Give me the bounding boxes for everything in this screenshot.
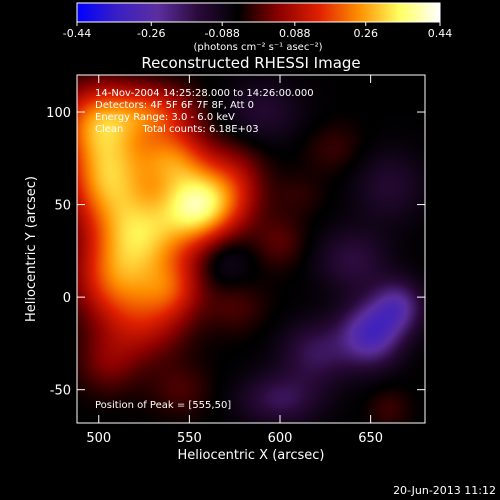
annotation-clean-counts: Clean Total counts: 6.18E+03 — [95, 124, 259, 135]
x-tick-label: 600 — [268, 431, 293, 446]
annotation-time-range: 14-Nov-2004 14:25:28.000 to 14:26:00.000 — [95, 88, 314, 99]
colorbar-tick-label: 0.088 — [279, 27, 311, 40]
annotation-energy-range: Energy Range: 3.0 - 6.0 keV — [95, 112, 235, 123]
colorbar-ticks: -0.44 -0.26 -0.088 0.088 0.26 0.44 — [63, 22, 452, 40]
colorbar-tick-label: -0.26 — [137, 27, 165, 40]
x-tick-label: 550 — [177, 431, 202, 446]
colorbar-tick-label: 0.44 — [428, 27, 453, 40]
y-tick-label: -50 — [50, 384, 71, 399]
y-tick-label: 50 — [54, 199, 71, 214]
y-axis-ticks: -50 0 50 100 — [46, 106, 425, 399]
colorbar-units-label: (photons cm⁻² s⁻¹ asec⁻²) — [193, 42, 322, 53]
y-axis-label: Heliocentric Y (arcsec) — [24, 176, 39, 322]
x-tick-label: 500 — [86, 431, 111, 446]
colorbar — [76, 2, 441, 23]
y-tick-label: 100 — [46, 106, 71, 121]
colorbar-tick-label: -0.088 — [204, 27, 239, 40]
peak-position-label: Position of Peak = [555,50] — [95, 400, 231, 411]
x-axis-ticks: 500 550 600 650 — [86, 75, 383, 446]
heatmap-area — [77, 75, 425, 423]
annotation-detectors: Detectors: 4F 5F 6F 7F 8F, Att 0 — [95, 100, 254, 111]
x-tick-label: 650 — [358, 431, 383, 446]
heatmap-image — [77, 75, 425, 423]
chart-title: Reconstructed RHESSI Image — [141, 54, 360, 72]
colorbar-tick-label: 0.26 — [354, 27, 379, 40]
footer-timestamp: 20-Jun-2013 11:12 — [393, 484, 496, 497]
colorbar-tick-label: -0.44 — [63, 27, 91, 40]
x-axis-label: Heliocentric X (arcsec) — [178, 448, 325, 463]
y-tick-label: 0 — [63, 291, 71, 306]
plot-frame — [76, 74, 426, 424]
